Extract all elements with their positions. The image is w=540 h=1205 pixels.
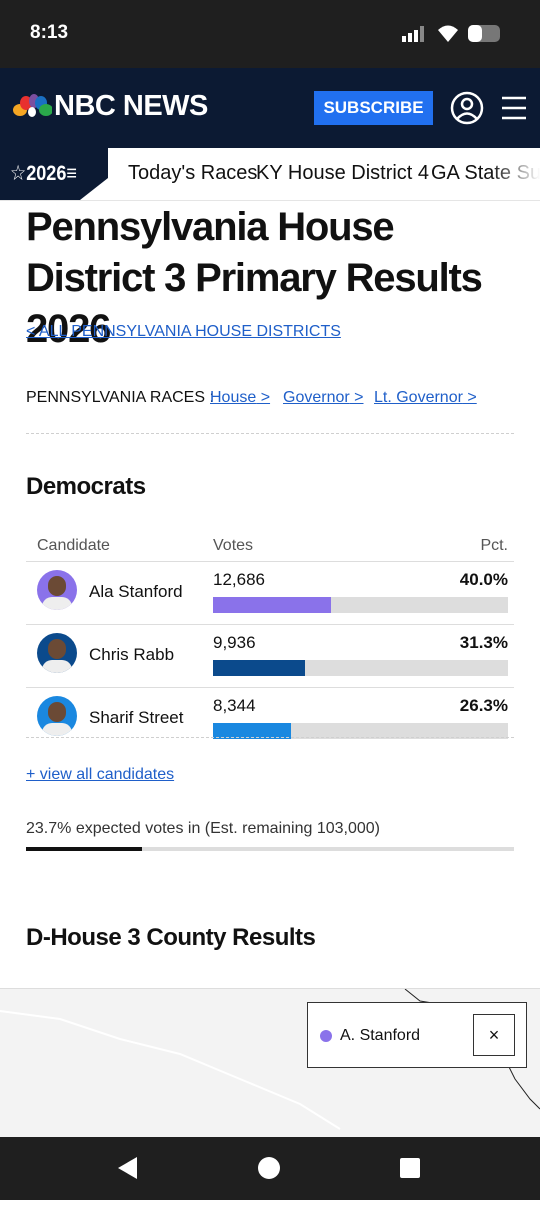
photo-body: [42, 660, 72, 673]
pct-bar: [213, 723, 291, 739]
race-link[interactable]: House >: [210, 389, 271, 406]
peacock-logo[interactable]: [12, 94, 52, 120]
race-link[interactable]: Lt. Governor >: [374, 389, 477, 406]
pct-bar: [213, 660, 306, 676]
expected-fill: [26, 847, 142, 851]
divider: [26, 433, 514, 434]
page-title: Pennsylvania House District 3 Primary Re…: [26, 205, 483, 351]
race-link-text: Governor: [283, 389, 350, 406]
photo-face: [48, 702, 66, 722]
candidate-pct: 40.0%: [459, 570, 508, 589]
legend-close[interactable]: ×: [473, 1014, 515, 1056]
logo-text[interactable]: NBC NEWS: [54, 90, 208, 122]
candidate-pct: 26.3%: [459, 696, 508, 715]
nav-badge[interactable]: ☆2026≡: [10, 162, 77, 185]
back-link-text: ALL PENNSYLVANIA HOUSE DISTRICTS: [38, 323, 341, 340]
candidate-votes: 9,936: [213, 633, 256, 652]
status-icons: [402, 25, 500, 42]
row-divider: [26, 561, 514, 562]
photo-face: [48, 639, 66, 659]
candidate-name: Chris Rabb: [89, 645, 175, 664]
photo-body: [42, 723, 72, 736]
clock: 8:13: [30, 22, 69, 43]
expected-votes: 23.7% expected votes in (Est. remaining …: [26, 820, 380, 837]
race-link-text: House: [210, 389, 257, 406]
nav-item[interactable]: KY House District 4: [256, 162, 430, 184]
expected-track: [26, 847, 514, 851]
column-header: Votes: [213, 537, 254, 554]
candidate-votes: 8,344: [213, 696, 256, 715]
badge-year: 2026: [26, 162, 67, 185]
candidate-photo: [37, 633, 77, 673]
candidate-votes: 12,686: [213, 570, 265, 589]
party-heading: Democrats: [26, 473, 146, 500]
election-nav: ☆2026≡ Today's Races KY House District 4…: [0, 148, 540, 201]
legend-label: A. Stanford: [340, 1027, 421, 1044]
race-link[interactable]: Governor >: [283, 389, 364, 406]
candidate-name: Sharif Street: [89, 708, 184, 727]
candidate-name: Ala Stanford: [89, 582, 183, 601]
nav-item[interactable]: Today's Races: [128, 162, 258, 184]
row-divider: [26, 737, 514, 738]
status-bar: 8:13: [0, 0, 540, 68]
row-divider: [26, 687, 514, 688]
site-header: NBC NEWS SUBSCRIBE: [0, 68, 540, 148]
column-header: Candidate: [37, 537, 110, 554]
nav-badge-bg: [0, 148, 108, 200]
header-icons[interactable]: [450, 90, 530, 126]
pct-bar: [213, 597, 331, 613]
system-nav-buttons[interactable]: [0, 1137, 540, 1200]
subscribe-button[interactable]: SUBSCRIBE: [314, 91, 433, 125]
column-header: Pct.: [480, 537, 508, 554]
legend-dot: [320, 1030, 332, 1042]
county-heading: D-House 3 County Results: [26, 924, 316, 951]
candidate-photo: [37, 696, 77, 736]
race-link-text: Lt. Governor: [374, 389, 463, 406]
county-map[interactable]: A. Stanford ×: [0, 988, 540, 1138]
nav-fade: [490, 148, 540, 200]
map-legend: A. Stanford ×: [307, 1002, 527, 1068]
photo-face: [48, 576, 66, 596]
candidate-pct: 31.3%: [459, 633, 508, 652]
photo-body: [42, 597, 72, 610]
races-label: PENNSYLVANIA RACES :: [26, 389, 214, 406]
view-all-link[interactable]: + view all candidates: [26, 766, 175, 783]
candidate-photo: [37, 570, 77, 610]
row-divider: [26, 624, 514, 625]
system-nav: [0, 1137, 540, 1200]
back-link[interactable]: < ALL PENNSYLVANIA HOUSE DISTRICTS: [26, 323, 341, 340]
